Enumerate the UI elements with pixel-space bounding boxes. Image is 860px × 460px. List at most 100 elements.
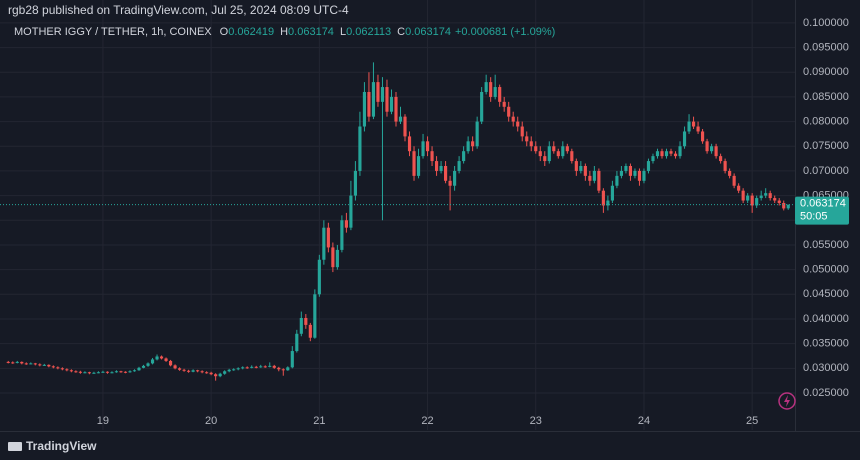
candle-body	[308, 324, 312, 338]
candle-body	[682, 131, 687, 147]
candle-body	[502, 101, 506, 107]
legend-line: MOTHER IGGY / TETHER, 1h, COINEX O0.06241…	[14, 26, 555, 38]
candle-body	[664, 151, 669, 157]
candle-body	[759, 195, 763, 199]
candle-body	[746, 195, 750, 201]
candle-body	[146, 363, 150, 366]
candle-body	[534, 146, 538, 152]
candle-body	[786, 204, 790, 209]
candle-body	[764, 193, 768, 196]
candle-body	[223, 371, 227, 374]
candle-body	[380, 87, 385, 102]
candle-body	[538, 151, 542, 157]
candle-body	[245, 367, 249, 369]
candle-body	[673, 153, 678, 157]
ohlc-key: C	[397, 26, 405, 38]
x-tick-label: 25	[746, 415, 758, 427]
candle-body	[700, 131, 705, 142]
published-line: rgb28 published on TradingView.com, Jul …	[8, 3, 349, 17]
candle-body	[385, 87, 389, 112]
candle-body	[65, 369, 69, 371]
x-tick-label: 24	[638, 415, 650, 427]
candle-body	[304, 317, 308, 325]
x-tick-label: 19	[97, 415, 109, 427]
candle-body	[556, 151, 560, 157]
y-tick-label: 0.070000	[803, 165, 849, 177]
candle-body	[444, 165, 448, 181]
candle-body	[669, 151, 673, 154]
candle-body	[56, 367, 60, 369]
candle-body	[646, 161, 651, 171]
candle-body	[87, 372, 91, 374]
y-tick-label: 0.055000	[803, 239, 849, 251]
candle-body	[353, 170, 357, 196]
x-tick-label: 20	[205, 415, 217, 427]
candle-body	[457, 161, 461, 171]
candle-body	[547, 146, 551, 162]
candle-body	[574, 161, 578, 171]
candle-body	[412, 151, 416, 176]
y-tick-label: 0.050000	[803, 264, 849, 276]
candle-body	[259, 366, 263, 368]
candle-body	[732, 175, 736, 186]
candle-body	[15, 361, 19, 363]
candle-body	[453, 170, 457, 186]
candle-body	[114, 371, 119, 373]
candle-body	[182, 369, 186, 371]
candle-body	[511, 116, 515, 122]
candle-body	[552, 146, 556, 152]
candle-body	[561, 146, 565, 157]
candle-body	[83, 372, 87, 374]
candle-body	[74, 371, 78, 373]
candle-body	[367, 91, 371, 117]
candle-body	[723, 161, 727, 171]
candle-body	[407, 136, 412, 152]
candle-body	[570, 151, 574, 162]
candle-body	[196, 370, 200, 372]
y-tick-label: 0.075000	[803, 140, 849, 152]
candle-body	[398, 116, 403, 122]
candle-body	[610, 185, 614, 201]
candle-body	[471, 141, 475, 147]
candle-body	[178, 368, 182, 370]
alert-icon	[778, 392, 796, 410]
candle-body	[619, 170, 623, 176]
last-price-box	[795, 196, 849, 225]
candle-body	[507, 106, 511, 117]
ohlc-value: 0.062113	[346, 26, 391, 38]
y-tick-label: 0.035000	[803, 338, 849, 350]
candle-body	[687, 121, 691, 132]
candle-body	[281, 369, 285, 371]
candle-body	[236, 368, 240, 370]
candle-body	[214, 374, 218, 377]
logo-mark	[8, 442, 22, 451]
candle-body	[20, 361, 24, 364]
candle-body	[141, 365, 146, 368]
ohlc-key: H	[280, 26, 288, 38]
candle-body	[241, 367, 245, 369]
legend: MOTHER IGGY / TETHER, 1h, COINEX O0.06241…	[14, 26, 555, 38]
candle-body	[588, 175, 592, 181]
candle-body	[92, 372, 96, 374]
candle-body	[24, 363, 28, 365]
candle-body	[624, 165, 628, 171]
candle-body	[597, 170, 601, 191]
candle-body	[579, 165, 583, 171]
candle-body	[710, 146, 714, 152]
candle-body	[105, 371, 110, 373]
candle-body	[371, 82, 376, 117]
candle-body	[642, 170, 646, 181]
x-tick-label: 22	[421, 415, 433, 427]
candle-body	[290, 351, 294, 368]
candle-body	[389, 96, 394, 112]
candle-body	[655, 151, 660, 157]
icon-circle	[778, 392, 796, 410]
candle-body	[462, 151, 466, 162]
symbol: MOTHER IGGY / TETHER, 1h, COINEX	[14, 26, 212, 38]
last-price-label: 0.063174	[800, 198, 846, 210]
candle-body	[489, 82, 493, 97]
candle-body	[466, 141, 470, 152]
candle-body	[782, 203, 786, 209]
candle-body	[51, 366, 55, 368]
